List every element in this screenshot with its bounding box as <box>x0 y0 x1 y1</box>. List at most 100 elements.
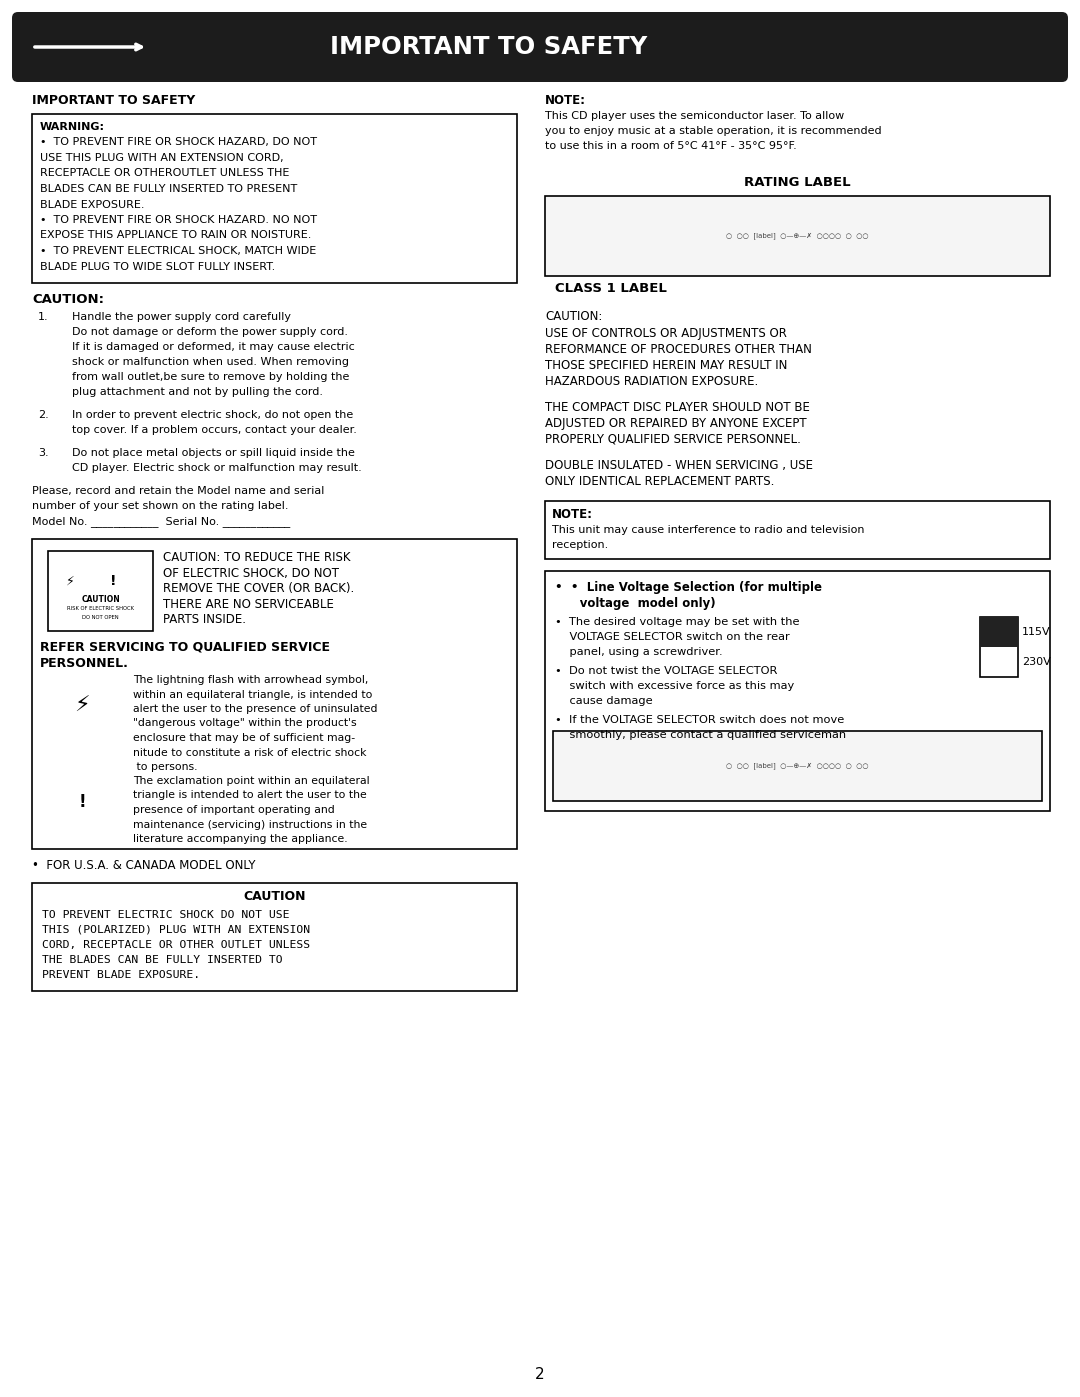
Text: to persons.: to persons. <box>133 761 198 773</box>
Text: NOTE:: NOTE: <box>552 509 593 521</box>
Text: from wall outlet,be sure to remove by holding the: from wall outlet,be sure to remove by ho… <box>72 372 349 381</box>
Text: you to enjoy music at a stable operation, it is recommended: you to enjoy music at a stable operation… <box>545 126 881 136</box>
Text: PREVENT BLADE EXPOSURE.: PREVENT BLADE EXPOSURE. <box>42 970 200 981</box>
Text: literature accompanying the appliance.: literature accompanying the appliance. <box>133 834 348 844</box>
Text: nitude to constitute a risk of electric shock: nitude to constitute a risk of electric … <box>133 747 366 757</box>
Bar <box>545 571 1050 812</box>
Text: ⚡: ⚡ <box>66 574 75 588</box>
Text: Do not place metal objects or spill liquid inside the: Do not place metal objects or spill liqu… <box>72 448 355 458</box>
Text: •  TO PREVENT ELECTRICAL SHOCK, MATCH WIDE: • TO PREVENT ELECTRICAL SHOCK, MATCH WID… <box>40 246 316 256</box>
Text: DO NOT OPEN: DO NOT OPEN <box>82 615 119 620</box>
Text: ONLY IDENTICAL REPLACEMENT PARTS.: ONLY IDENTICAL REPLACEMENT PARTS. <box>545 475 774 488</box>
Text: REMOVE THE COVER (OR BACK).: REMOVE THE COVER (OR BACK). <box>163 583 354 595</box>
Text: CAUTION: CAUTION <box>243 890 306 902</box>
Text: IMPORTANT TO SAFETY: IMPORTANT TO SAFETY <box>32 94 195 108</box>
Text: shock or malfunction when used. When removing: shock or malfunction when used. When rem… <box>72 358 349 367</box>
Text: TO PREVENT ELECTRIC SHOCK DO NOT USE: TO PREVENT ELECTRIC SHOCK DO NOT USE <box>42 909 289 921</box>
Text: ADJUSTED OR REPAIRED BY ANYONE EXCEPT: ADJUSTED OR REPAIRED BY ANYONE EXCEPT <box>545 416 807 430</box>
Text: BLADE EXPOSURE.: BLADE EXPOSURE. <box>40 200 145 210</box>
Text: RECEPTACLE OR OTHEROUTLET UNLESS THE: RECEPTACLE OR OTHEROUTLET UNLESS THE <box>40 169 289 179</box>
Text: alert the user to the presence of uninsulated: alert the user to the presence of uninsu… <box>133 704 378 714</box>
Text: smoothly, please contact a qualified serviceman: smoothly, please contact a qualified ser… <box>555 731 846 740</box>
Bar <box>980 617 1018 647</box>
Text: CAUTION:: CAUTION: <box>545 310 603 323</box>
Text: panel, using a screwdriver.: panel, using a screwdriver. <box>555 647 723 657</box>
Text: THE BLADES CAN BE FULLY INSERTED TO: THE BLADES CAN BE FULLY INSERTED TO <box>42 956 283 965</box>
Text: USE OF CONTROLS OR ADJUSTMENTS OR: USE OF CONTROLS OR ADJUSTMENTS OR <box>545 327 787 339</box>
Text: PARTS INSIDE.: PARTS INSIDE. <box>163 613 246 626</box>
Text: CD player. Electric shock or malfunction may result.: CD player. Electric shock or malfunction… <box>72 462 362 474</box>
Text: !: ! <box>110 574 117 588</box>
Text: DOUBLE INSULATED - WHEN SERVICING , USE: DOUBLE INSULATED - WHEN SERVICING , USE <box>545 460 813 472</box>
Text: maintenance (servicing) instructions in the: maintenance (servicing) instructions in … <box>133 820 367 830</box>
Bar <box>980 617 1018 678</box>
Text: 1.: 1. <box>38 312 49 321</box>
Text: "dangerous voltage" within the product's: "dangerous voltage" within the product's <box>133 718 356 728</box>
Polygon shape <box>57 567 83 590</box>
Text: presence of important operating and: presence of important operating and <box>133 805 335 814</box>
Bar <box>32 115 517 284</box>
Text: ○  ○○  [label]  ○—⊕—✗  ○○○○  ○  ○○: ○ ○○ [label] ○—⊕—✗ ○○○○ ○ ○○ <box>726 763 868 770</box>
Text: THERE ARE NO SERVICEABLE: THERE ARE NO SERVICEABLE <box>163 598 334 610</box>
Text: NOTE:: NOTE: <box>545 94 586 108</box>
Text: The lightning flash with arrowhead symbol,: The lightning flash with arrowhead symbo… <box>133 675 368 685</box>
Text: CAUTION: CAUTION <box>81 595 120 604</box>
Text: This unit may cause interference to radio and television: This unit may cause interference to radi… <box>552 525 864 535</box>
Text: ○  ○○  [label]  ○—⊕—✗  ○○○○  ○  ○○: ○ ○○ [label] ○—⊕—✗ ○○○○ ○ ○○ <box>726 232 868 239</box>
Text: VOLTAGE SELECTOR switch on the rear: VOLTAGE SELECTOR switch on the rear <box>555 631 789 643</box>
Text: 2.: 2. <box>38 409 49 420</box>
Text: CORD, RECEPTACLE OR OTHER OUTLET UNLESS: CORD, RECEPTACLE OR OTHER OUTLET UNLESS <box>42 940 310 950</box>
Text: IMPORTANT TO SAFETY: IMPORTANT TO SAFETY <box>330 35 647 59</box>
Bar <box>32 539 517 849</box>
Text: CAUTION: TO REDUCE THE RISK: CAUTION: TO REDUCE THE RISK <box>163 550 351 564</box>
Text: This CD player uses the semiconductor laser. To allow: This CD player uses the semiconductor la… <box>545 110 845 122</box>
Text: If it is damaged or deformed, it may cause electric: If it is damaged or deformed, it may cau… <box>72 342 354 352</box>
Text: •  Do not twist the VOLTAGE SELECTOR: • Do not twist the VOLTAGE SELECTOR <box>555 666 778 676</box>
Text: Do not damage or deform the power supply cord.: Do not damage or deform the power supply… <box>72 327 348 337</box>
Text: 115V: 115V <box>1022 627 1051 637</box>
Text: •  •  Line Voltage Selection (for multiple: • • Line Voltage Selection (for multiple <box>555 581 822 594</box>
Bar <box>48 550 153 631</box>
Text: enclosure that may be of sufficient mag-: enclosure that may be of sufficient mag- <box>133 733 355 743</box>
Text: voltage  model only): voltage model only) <box>555 597 716 610</box>
Text: •  FOR U.S.A. & CANADA MODEL ONLY: • FOR U.S.A. & CANADA MODEL ONLY <box>32 859 256 872</box>
Text: PROPERLY QUALIFIED SERVICE PERSONNEL.: PROPERLY QUALIFIED SERVICE PERSONNEL. <box>545 433 801 446</box>
Text: HAZARDOUS RADIATION EXPOSURE.: HAZARDOUS RADIATION EXPOSURE. <box>545 374 758 388</box>
Text: •  If the VOLTAGE SELECTOR switch does not move: • If the VOLTAGE SELECTOR switch does no… <box>555 715 845 725</box>
Text: top cover. If a problem occurs, contact your dealer.: top cover. If a problem occurs, contact … <box>72 425 356 434</box>
Text: Model No. ____________  Serial No. ____________: Model No. ____________ Serial No. ______… <box>32 515 291 527</box>
Bar <box>553 731 1042 800</box>
Text: switch with excessive force as this may: switch with excessive force as this may <box>555 680 794 692</box>
Text: RATING LABEL: RATING LABEL <box>744 176 851 189</box>
Text: The exclamation point within an equilateral: The exclamation point within an equilate… <box>133 775 369 787</box>
Text: USE THIS PLUG WITH AN EXTENSION CORD,: USE THIS PLUG WITH AN EXTENSION CORD, <box>40 154 284 163</box>
FancyBboxPatch shape <box>12 13 1068 82</box>
Text: ⚡: ⚡ <box>75 696 90 717</box>
Text: plug attachment and not by pulling the cord.: plug attachment and not by pulling the c… <box>72 387 323 397</box>
Text: 230V: 230V <box>1022 657 1051 666</box>
Text: REFER SERVICING TO QUALIFIED SERVICE: REFER SERVICING TO QUALIFIED SERVICE <box>40 641 330 654</box>
Text: OF ELECTRIC SHOCK, DO NOT: OF ELECTRIC SHOCK, DO NOT <box>163 567 339 580</box>
Polygon shape <box>49 678 114 722</box>
Text: REFORMANCE OF PROCEDURES OTHER THAN: REFORMANCE OF PROCEDURES OTHER THAN <box>545 344 812 356</box>
Text: In order to prevent electric shock, do not open the: In order to prevent electric shock, do n… <box>72 409 353 420</box>
Text: within an equilateral triangle, is intended to: within an equilateral triangle, is inten… <box>133 690 373 700</box>
Text: •  TO PREVENT FIRE OR SHOCK HAZARD, DO NOT: • TO PREVENT FIRE OR SHOCK HAZARD, DO NO… <box>40 137 318 148</box>
Bar <box>545 502 1050 559</box>
Polygon shape <box>56 778 108 814</box>
Text: BLADE PLUG TO WIDE SLOT FULLY INSERT.: BLADE PLUG TO WIDE SLOT FULLY INSERT. <box>40 261 275 271</box>
Text: Please, record and retain the Model name and serial: Please, record and retain the Model name… <box>32 486 324 496</box>
Text: THE COMPACT DISC PLAYER SHOULD NOT BE: THE COMPACT DISC PLAYER SHOULD NOT BE <box>545 401 810 414</box>
Text: triangle is intended to alert the user to the: triangle is intended to alert the user t… <box>133 791 367 800</box>
Text: CLASS 1 LABEL: CLASS 1 LABEL <box>555 282 666 295</box>
Text: to use this in a room of 5°C 41°F - 35°C 95°F.: to use this in a room of 5°C 41°F - 35°C… <box>545 141 797 151</box>
Text: THIS (POLARIZED) PLUG WITH AN EXTENSION: THIS (POLARIZED) PLUG WITH AN EXTENSION <box>42 925 310 935</box>
Text: 2: 2 <box>536 1368 544 1382</box>
Text: !: ! <box>78 793 85 812</box>
Text: reception.: reception. <box>552 541 608 550</box>
Text: EXPOSE THIS APPLIANCE TO RAIN OR NOISTURE.: EXPOSE THIS APPLIANCE TO RAIN OR NOISTUR… <box>40 231 311 240</box>
Text: number of your set shown on the rating label.: number of your set shown on the rating l… <box>32 502 288 511</box>
Polygon shape <box>100 567 126 590</box>
Text: •  The desired voltage may be set with the: • The desired voltage may be set with th… <box>555 617 799 627</box>
Text: •  TO PREVENT FIRE OR SHOCK HAZARD. NO NOT: • TO PREVENT FIRE OR SHOCK HAZARD. NO NO… <box>40 215 318 225</box>
